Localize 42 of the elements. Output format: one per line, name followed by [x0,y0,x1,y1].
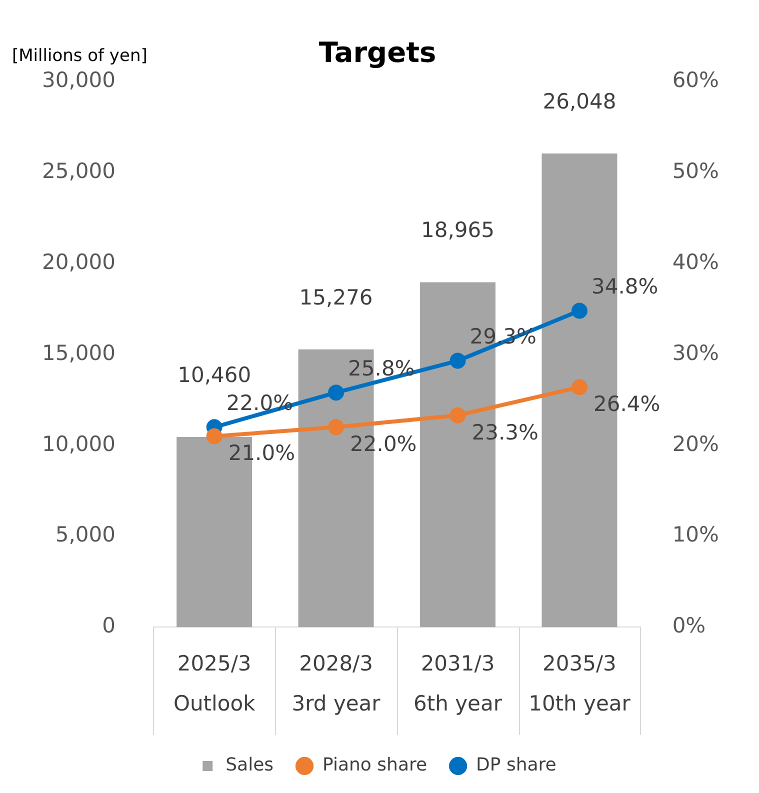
data-label: 18,965 [421,218,494,242]
y-tick-label: 25,000 [42,158,116,183]
point [571,379,588,396]
y2-tick-label: 20% [672,432,720,456]
data-label: 26,048 [542,89,616,114]
y2-tick-label: 60% [672,68,720,92]
y-tick-label: 0 [102,614,116,638]
point [328,384,344,401]
y2-tick-label: 0% [672,614,706,638]
y-axis-title: [Millions of yen] [12,46,148,66]
y-tick-label: 10,000 [42,432,116,456]
point [328,419,344,436]
point [206,428,222,444]
legend-label: Piano share [322,754,428,776]
data-label: 10,460 [178,363,252,388]
y-tick-label: 20,000 [42,250,116,274]
y2-tick-label: 30% [672,340,720,365]
x-tick-label: 2035/3 10th year [528,652,631,716]
data-label: 22.0% [226,391,294,416]
point [450,352,466,369]
data-label: 25.8% [348,356,415,381]
y-tick-label: 5,000 [55,522,116,547]
point [450,407,466,424]
x-tick-label: 2028/3 3rd year [292,652,381,716]
data-label: 34.8% [591,274,658,299]
y-tick-label: 15,000 [42,340,116,365]
x-tick-label: 2025/3 Outlook [173,652,256,716]
data-label: 22.0% [350,432,417,456]
data-label: 26.4% [593,392,660,416]
data-label: 23.3% [472,420,538,444]
legend-label: Sales [226,754,274,776]
x-tick-label: 2031/3 6th year [414,652,502,716]
data-label: 21.0% [228,441,296,466]
data-label: 29.3% [470,324,536,349]
y2-tick-label: 40% [672,250,720,274]
legend-label: DP share [476,754,556,776]
chart-title: Targets [318,36,436,70]
y-tick-label: 30,000 [42,68,116,92]
point [571,302,588,319]
data-label: 15,276 [299,285,373,310]
y2-tick-label: 50% [672,158,720,183]
y2-tick-label: 10% [672,522,720,547]
